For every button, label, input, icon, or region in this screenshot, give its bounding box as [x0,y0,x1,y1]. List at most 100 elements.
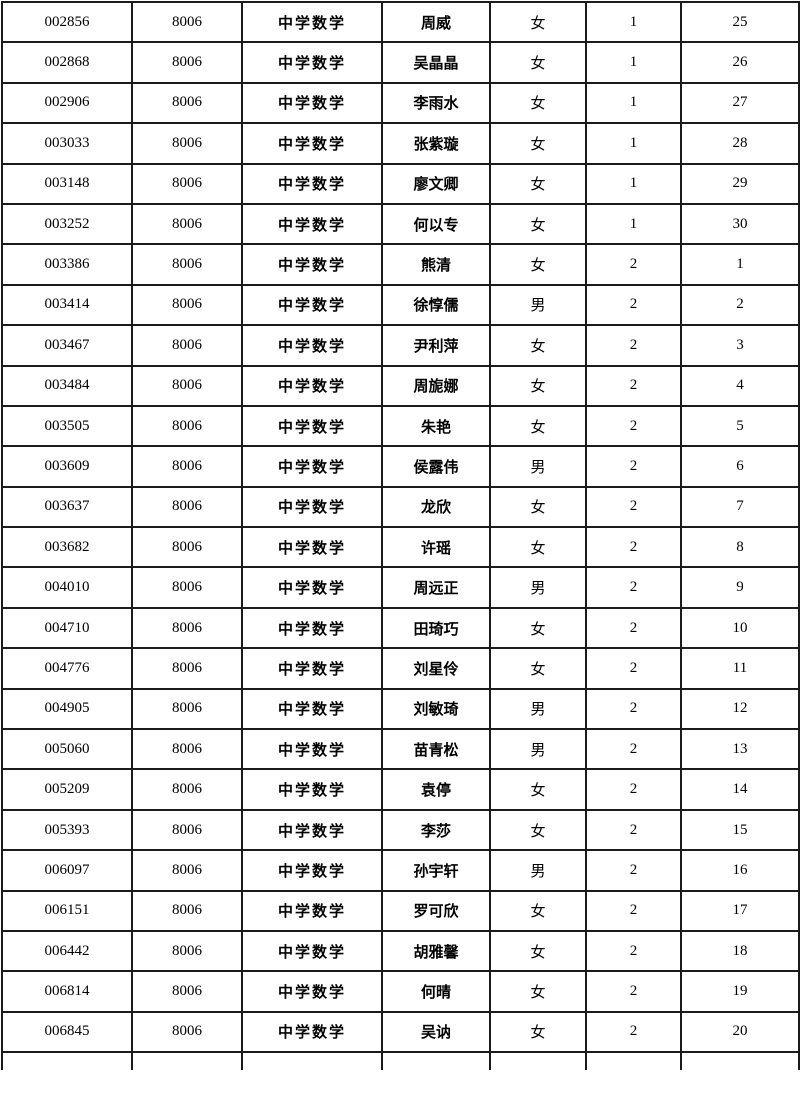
position-code-cell: 8006 [131,526,243,569]
sequence-number-cell: 6 [680,445,800,488]
position-code-cell: 8006 [131,0,243,44]
gender-cell: 女 [489,485,587,529]
group-number-cell: 1 [585,162,682,205]
empty-cell [381,1051,491,1071]
subject-name-cell: 中学数学 [241,526,383,569]
gender-cell: 女 [489,970,587,1013]
empty-cell [489,1051,587,1071]
candidate-name-cell: 尹利萍 [381,324,491,367]
candidate-name-cell: 张紫璇 [381,122,491,165]
table-row: 006097 8006 中学数学 孙宇轩男 2 16 [1,849,800,892]
table-row: 003414 8006 中学数学 徐惇儒男 2 2 [1,283,800,327]
table-row: 004776 8006 中学数学 刘星伶女 2 11 [1,647,800,690]
sequence-number-cell: 14 [680,768,800,811]
table-row: 003033 8006 中学数学 张紫璇女 1 28 [1,122,800,165]
candidate-id-cell: 003682 [1,526,133,569]
candidate-id-cell: 003637 [1,485,133,529]
sequence-number-cell: 4 [680,364,800,407]
position-code-cell: 8006 [131,849,243,892]
position-code-cell: 8006 [131,243,243,286]
empty-cell [241,1051,383,1071]
empty-cell [680,1051,800,1071]
candidate-name-cell: 何晴 [381,970,491,1013]
subject-name-cell: 中学数学 [241,122,383,165]
candidate-id-cell: 004010 [1,566,133,609]
table-row: 002856 8006 中学数学 周威女 1 25 [1,0,800,44]
candidate-name-cell: 许瑶 [381,526,491,569]
candidate-id-cell: 003467 [1,324,133,367]
candidate-name-cell: 罗可欣 [381,889,491,932]
gender-cell: 女 [489,526,587,569]
candidate-name-cell: 刘星伶 [381,647,491,690]
candidate-name-cell: 胡雅馨 [381,929,491,973]
gender-cell: 女 [489,647,587,690]
table-row: 003682 8006 中学数学 许瑶女 2 8 [1,526,800,569]
subject-name-cell: 中学数学 [241,566,383,609]
candidate-id-cell: 003414 [1,283,133,327]
sequence-number-cell: 5 [680,404,800,448]
empty-cell [131,1051,243,1071]
subject-name-cell: 中学数学 [241,889,383,932]
candidate-id-cell: 006151 [1,889,133,932]
gender-cell: 女 [489,929,587,973]
sequence-number-cell: 18 [680,929,800,973]
gender-cell: 女 [489,364,587,407]
table-row: 004905 8006 中学数学 刘敏琦男 2 12 [1,687,800,731]
table-row: 003484 8006 中学数学 周旎娜女 2 4 [1,364,800,407]
subject-name-cell: 中学数学 [241,364,383,407]
gender-cell: 男 [489,445,587,488]
sequence-number-cell: 3 [680,324,800,367]
position-code-cell: 8006 [131,768,243,811]
table-row: 006151 8006 中学数学 罗可欣女 2 17 [1,889,800,932]
sequence-number-cell: 9 [680,566,800,609]
table-row: 006845 8006 中学数学 吴讷女 2 20 [1,1010,800,1054]
group-number-cell: 1 [585,122,682,165]
subject-name-cell: 中学数学 [241,162,383,205]
position-code-cell: 8006 [131,41,243,84]
position-code-cell: 8006 [131,364,243,407]
position-code-cell: 8006 [131,808,243,852]
group-number-cell: 1 [585,0,682,44]
candidate-name-cell: 吴晶晶 [381,41,491,84]
subject-name-cell: 中学数学 [241,485,383,529]
group-number-cell: 1 [585,41,682,84]
candidate-id-cell: 004776 [1,647,133,690]
group-number-cell: 2 [585,526,682,569]
candidate-id-cell: 006845 [1,1010,133,1054]
subject-name-cell: 中学数学 [241,283,383,327]
results-table: 002856 8006 中学数学 周威女 1 25 002868 8006 中学数学 吴晶晶女 1 2… [1,0,800,1071]
subject-name-cell: 中学数学 [241,202,383,246]
table-row: 003386 8006 中学数学 熊清女 2 1 [1,243,800,286]
position-code-cell: 8006 [131,81,243,125]
table-row: 003505 8006 中学数学 朱艳女 2 5 [1,404,800,448]
candidate-id-cell: 004905 [1,687,133,731]
candidate-id-cell: 002856 [1,0,133,44]
sequence-number-cell: 29 [680,162,800,205]
candidate-name-cell: 熊清 [381,243,491,286]
gender-cell: 女 [489,81,587,125]
group-number-cell: 2 [585,283,682,327]
group-number-cell: 2 [585,728,682,771]
candidate-name-cell: 朱艳 [381,404,491,448]
gender-cell: 女 [489,324,587,367]
candidate-id-cell: 003148 [1,162,133,205]
group-number-cell: 2 [585,768,682,811]
candidate-id-cell: 006814 [1,970,133,1013]
position-code-cell: 8006 [131,970,243,1013]
subject-name-cell: 中学数学 [241,768,383,811]
table-row: 002868 8006 中学数学 吴晶晶女 1 26 [1,41,800,84]
candidate-id-cell: 003484 [1,364,133,407]
position-code-cell: 8006 [131,445,243,488]
candidate-name-cell: 袁停 [381,768,491,811]
candidate-id-cell: 004710 [1,606,133,650]
group-number-cell: 2 [585,849,682,892]
group-number-cell: 2 [585,687,682,731]
candidate-name-cell: 刘敏琦 [381,687,491,731]
subject-name-cell: 中学数学 [241,0,383,44]
table-row: 006814 8006 中学数学 何晴女 2 19 [1,970,800,1013]
candidate-name-cell: 龙欣 [381,485,491,529]
table-row: 003637 8006 中学数学 龙欣女 2 7 [1,485,800,529]
subject-name-cell: 中学数学 [241,687,383,731]
position-code-cell: 8006 [131,929,243,973]
gender-cell: 男 [489,687,587,731]
